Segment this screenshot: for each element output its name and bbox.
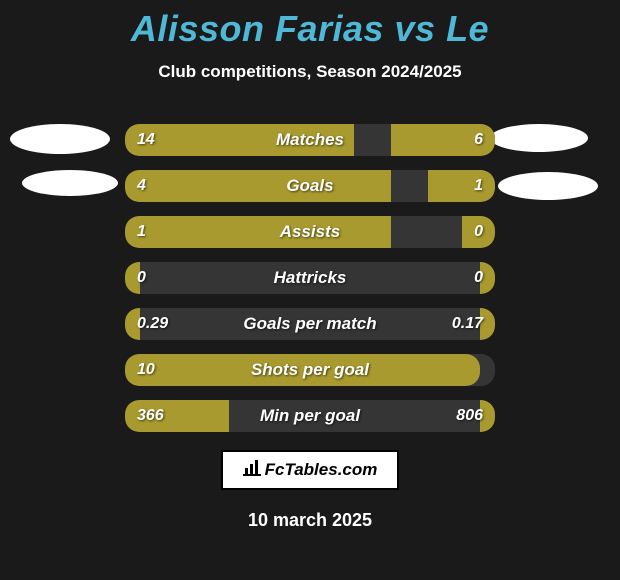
- stat-label: Shots per goal: [125, 354, 495, 386]
- decorative-ellipse-3: [498, 172, 598, 200]
- stat-value-left: 1: [137, 216, 146, 248]
- stat-value-right: 1: [474, 170, 483, 202]
- decorative-ellipse-0: [10, 124, 110, 154]
- stat-row: Shots per goal10: [125, 354, 495, 386]
- decorative-ellipse-2: [22, 170, 118, 196]
- decorative-ellipse-1: [490, 124, 588, 152]
- stat-label: Matches: [125, 124, 495, 156]
- stats-area: Matches146Goals41Assists10Hattricks00Goa…: [0, 124, 620, 432]
- page-title: Alisson Farias vs Le: [0, 0, 620, 50]
- badge-text: FcTables.com: [265, 460, 378, 479]
- stat-label: Hattricks: [125, 262, 495, 294]
- fctables-badge[interactable]: FcTables.com: [221, 450, 399, 490]
- stat-value-left: 14: [137, 124, 155, 156]
- stat-value-left: 4: [137, 170, 146, 202]
- stat-label: Assists: [125, 216, 495, 248]
- stat-value-right: 6: [474, 124, 483, 156]
- stat-label: Goals per match: [125, 308, 495, 340]
- stat-value-right: 0: [474, 262, 483, 294]
- stat-value-right: 0: [474, 216, 483, 248]
- date-text: 10 march 2025: [0, 510, 620, 531]
- stat-value-right: 0.17: [452, 308, 483, 340]
- stat-value-left: 0.29: [137, 308, 168, 340]
- stat-value-left: 0: [137, 262, 146, 294]
- stat-row: Assists1 0: [125, 216, 495, 248]
- stat-row: Min per goal366 806: [125, 400, 495, 432]
- stat-value-left: 366: [137, 400, 164, 432]
- stat-label: Goals: [125, 170, 495, 202]
- page-subtitle: Club competitions, Season 2024/2025: [0, 62, 620, 82]
- stat-label: Min per goal: [125, 400, 495, 432]
- stat-row: Hattricks0 0: [125, 262, 495, 294]
- stat-value-right: 806: [456, 400, 483, 432]
- stat-row: Goals per match0.29 0.17: [125, 308, 495, 340]
- chart-icon: [243, 453, 261, 489]
- stat-row: Matches14 6: [125, 124, 495, 156]
- stat-value-left: 10: [137, 354, 155, 386]
- stat-row: Goals4 1: [125, 170, 495, 202]
